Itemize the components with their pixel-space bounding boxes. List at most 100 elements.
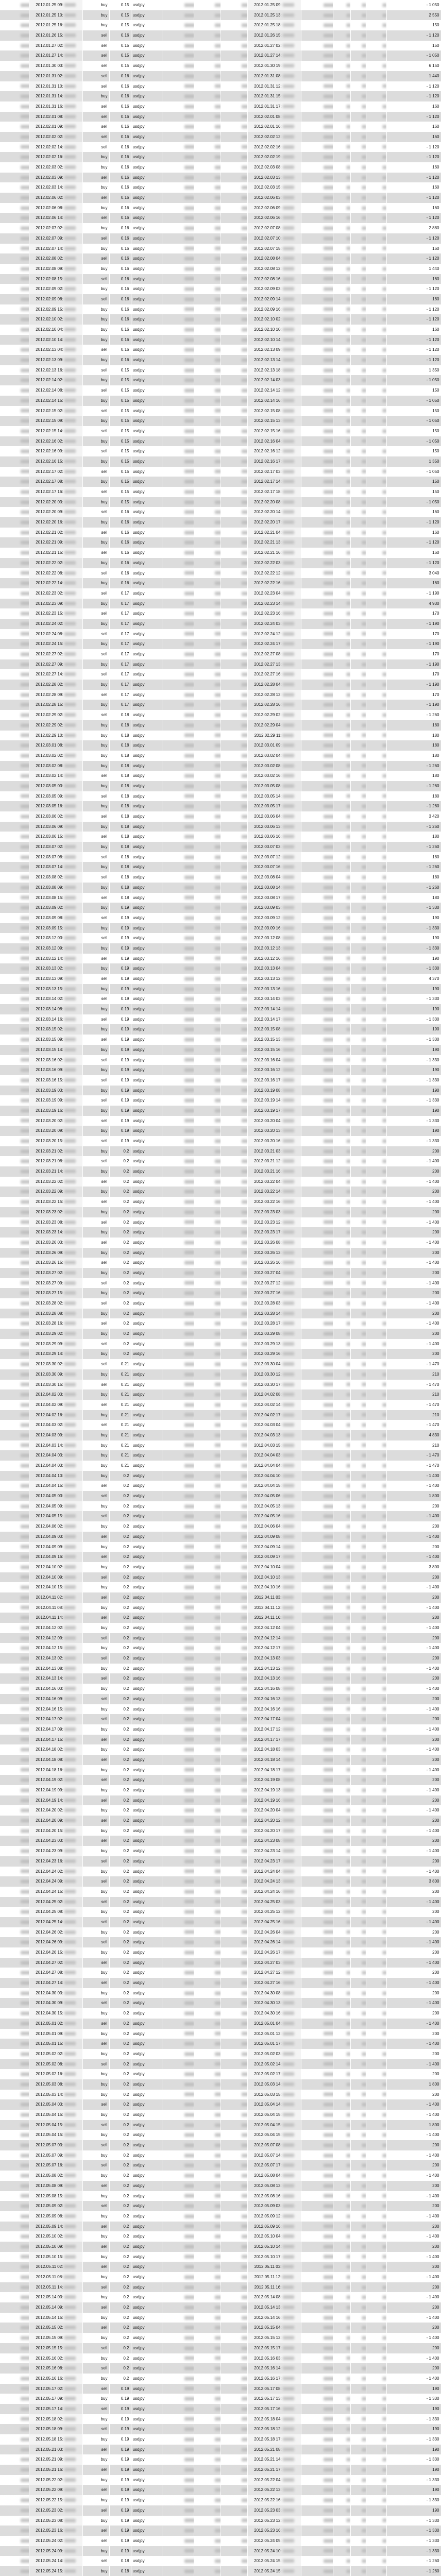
table-row[interactable]: 2012.04.05 15: sell 0.2 usdjpy 2012.04.05 16… xyxy=(0,1511,441,1521)
table-row[interactable]: 2012.02.23 15: sell 0.17 usdjpy 2012.02.23 1… xyxy=(0,608,441,619)
table-row[interactable]: 2012.02.27 14: sell 0.17 usdjpy 2012.02.27 1… xyxy=(0,669,441,680)
table-row[interactable]: 2012.04.17 15: sell 0.2 usdjpy 2012.04.17 17… xyxy=(0,1735,441,1745)
table-row[interactable]: 2012.04.20 02: buy 0.2 usdjpy 2012.04.20 04:… xyxy=(0,1805,441,1816)
table-row[interactable]: 2012.03.29 09: sell 0.2 usdjpy 2012.03.29 13… xyxy=(0,1339,441,1349)
table-row[interactable]: 2012.04.10 09: sell 0.2 usdjpy 2012.04.10 13… xyxy=(0,1572,441,1583)
table-row[interactable]: 2012.03.08 02: sell 0.18 usdjpy 2012.03.08 0… xyxy=(0,872,441,883)
table-row[interactable]: 2012.02.22 02: buy 0.16 usdjpy 2012.02.22 03… xyxy=(0,558,441,568)
table-row[interactable]: 2012.02.09 08: sell 0.16 usdjpy 2012.02.09 1… xyxy=(0,294,441,304)
table-row[interactable]: 2012.03.02 02: buy 0.18 usdjpy 2012.03.02 04… xyxy=(0,751,441,761)
table-row[interactable]: 2012.03.12 14: sell 0.19 usdjpy 2012.03.12 1… xyxy=(0,954,441,964)
table-row[interactable]: 2012.03.16 02: sell 0.19 usdjpy 2012.03.16 0… xyxy=(0,1055,441,1065)
table-row[interactable]: 2012.02.07 14: buy 0.16 usdjpy 2012.02.07 15… xyxy=(0,244,441,254)
table-row[interactable]: 2012.03.06 15: sell 0.18 usdjpy 2012.03.06 1… xyxy=(0,832,441,842)
table-row[interactable]: 2012.02.14 15: buy 0.15 usdjpy 2012.02.14 16… xyxy=(0,396,441,406)
table-row[interactable]: 2012.04.06 02: buy 0.2 usdjpy 2012.04.06 04:… xyxy=(0,1521,441,1532)
table-row[interactable]: 2012.04.04 15: sell 0.2 usdjpy 2012.04.04 15… xyxy=(0,1481,441,1491)
table-row[interactable]: 2012.03.16 09: buy 0.19 usdjpy 2012.03.16 12… xyxy=(0,1065,441,1075)
table-row[interactable]: 2012.01.31 10: sell 0.16 usdjpy 2012.01.31 1… xyxy=(0,81,441,92)
table-row[interactable]: 2012.04.09 03: sell 0.2 usdjpy 2012.04.09 08… xyxy=(0,1532,441,1542)
table-row[interactable]: 2012.02.14 02: buy 0.15 usdjpy 2012.02.14 03… xyxy=(0,375,441,385)
table-row[interactable]: 2012.04.23 09: buy 0.2 usdjpy 2012.04.23 14:… xyxy=(0,1846,441,1856)
table-row[interactable]: 2012.02.15 02: sell 0.15 usdjpy 2012.02.15 0… xyxy=(0,406,441,416)
table-row[interactable]: 2012.02.21 15: sell 0.16 usdjpy 2012.02.21 1… xyxy=(0,548,441,558)
table-row[interactable]: 2012.02.01 09: sell 0.16 usdjpy 2012.02.01 1… xyxy=(0,122,441,132)
table-row[interactable]: 2012.03.19 09: sell 0.19 usdjpy 2012.03.19 1… xyxy=(0,1095,441,1106)
table-row[interactable]: 2012.04.04 10: buy 0.2 usdjpy 2012.04.04 10:… xyxy=(0,1471,441,1481)
table-row[interactable]: 2012.02.24 02: buy 0.17 usdjpy 2012.02.24 03… xyxy=(0,619,441,629)
table-row[interactable]: 2012.02.22 14: buy 0.16 usdjpy 2012.02.22 16… xyxy=(0,578,441,588)
table-row[interactable]: 2012.03.13 09: sell 0.19 usdjpy 2012.03.13 1… xyxy=(0,974,441,984)
table-row[interactable]: 2012.03.15 09: sell 0.19 usdjpy 2012.03.15 1… xyxy=(0,1035,441,1045)
table-row[interactable]: 2012.03.14 08: buy 0.19 usdjpy 2012.03.14 14… xyxy=(0,1004,441,1014)
table-row[interactable]: 2012.04.10 02: buy 0.2 usdjpy 2012.04.10 04:… xyxy=(0,1562,441,1572)
table-row[interactable]: 2012.03.28 02: sell 0.2 usdjpy 2012.03.28 03… xyxy=(0,1298,441,1309)
table-row[interactable]: 2012.03.22 02: sell 0.2 usdjpy 2012.03.22 04… xyxy=(0,1177,441,1187)
table-row[interactable]: 2012.02.08 09: buy 0.16 usdjpy 2012.02.08 12… xyxy=(0,264,441,274)
table-row[interactable]: 2012.03.16 15: sell 0.19 usdjpy 2012.03.16 1… xyxy=(0,1075,441,1086)
table-row[interactable]: 2012.03.22 09: buy 0.2 usdjpy 2012.03.22 14:… xyxy=(0,1187,441,1197)
table-row[interactable]: 2012.02.13 16: sell 0.15 usdjpy 2012.02.13 1… xyxy=(0,365,441,376)
table-row[interactable]: 2012.02.28 02: buy 0.17 usdjpy 2012.02.28 04… xyxy=(0,680,441,690)
table-row[interactable]: 2012.04.11 02: sell 0.2 usdjpy 2012.04.11 03… xyxy=(0,1592,441,1603)
table-row[interactable]: 2012.02.03 09: sell 0.16 usdjpy 2012.02.03 1… xyxy=(0,173,441,183)
table-row[interactable]: 2012.04.18 02: buy 0.2 usdjpy 2012.04.18 03:… xyxy=(0,1744,441,1755)
table-row[interactable]: 2012.04.13 02: sell 0.2 usdjpy 2012.04.13 03… xyxy=(0,1653,441,1664)
table-row[interactable]: 2012.03.28 16: sell 0.2 usdjpy 2012.03.28 17… xyxy=(0,1318,441,1329)
table-row[interactable]: 2012.04.20 09: sell 0.2 usdjpy 2012.04.20 12… xyxy=(0,1816,441,1826)
table-row[interactable]: 2012.03.02 08: buy 0.18 usdjpy 2012.03.02 08… xyxy=(0,761,441,771)
table-row[interactable]: 2012.03.20 15: sell 0.19 usdjpy 2012.03.20 1… xyxy=(0,1136,441,1146)
table-row[interactable]: 2012.04.16 15: buy 0.2 usdjpy 2012.04.16 16:… xyxy=(0,1704,441,1715)
table-row[interactable]: 2012.02.27 02: sell 0.17 usdjpy 2012.02.27 0… xyxy=(0,649,441,659)
table-row[interactable]: 2012.04.03 14: buy 0.21 usdjpy 2012.04.03 15… xyxy=(0,1440,441,1451)
table-row[interactable]: 2012.04.12 09: sell 0.2 usdjpy 2012.04.12 14… xyxy=(0,1633,441,1643)
table-row[interactable]: 2012.03.23 02: buy 0.2 usdjpy 2012.03.23 03:… xyxy=(0,1207,441,1217)
table-row[interactable]: 2012.03.26 03: sell 0.2 usdjpy 2012.03.26 08… xyxy=(0,1238,441,1248)
table-row[interactable]: 2012.03.21 02: buy 0.2 usdjpy 2012.03.21 03:… xyxy=(0,1146,441,1157)
table-row[interactable]: 2012.01.27 14: sell 0.15 usdjpy 2012.01.27 1… xyxy=(0,50,441,61)
table-row[interactable]: 2012.03.22 15: sell 0.2 usdjpy 2012.03.22 16… xyxy=(0,1197,441,1207)
table-row[interactable]: 2012.02.02 14: sell 0.16 usdjpy 2012.02.02 1… xyxy=(0,142,441,152)
table-row[interactable]: 2012.03.09 15: buy 0.19 usdjpy 2012.03.09 16… xyxy=(0,923,441,934)
table-row[interactable]: 2012.02.17 08: buy 0.15 usdjpy 2012.02.17 14… xyxy=(0,477,441,487)
table-row[interactable]: 2012.02.10 04: buy 0.16 usdjpy 2012.02.10 10… xyxy=(0,325,441,335)
table-row[interactable]: 2012.02.16 02: buy 0.15 usdjpy 2012.02.16 04… xyxy=(0,436,441,447)
table-row[interactable]: 2012.04.02 16: buy 0.21 usdjpy 2012.04.02 17… xyxy=(0,1410,441,1420)
table-row[interactable]: 2012.02.20 16: buy 0.16 usdjpy 2012.02.20 17… xyxy=(0,517,441,528)
table-row[interactable]: 2012.04.03 02: sell 0.21 usdjpy 2012.04.03 0… xyxy=(0,1420,441,1430)
table-row[interactable]: 2012.02.08 02: sell 0.16 usdjpy 2012.02.08 0… xyxy=(0,253,441,264)
table-row[interactable]: 2012.03.07 08: sell 0.18 usdjpy 2012.03.07 1… xyxy=(0,852,441,862)
table-row[interactable]: 2012.04.11 08: buy 0.2 usdjpy 2012.04.11 12:… xyxy=(0,1603,441,1613)
table-row[interactable]: 2012.04.16 09: sell 0.2 usdjpy 2012.04.16 13… xyxy=(0,1694,441,1704)
table-row[interactable]: 2012.04.17 09: buy 0.2 usdjpy 2012.04.17 12:… xyxy=(0,1724,441,1735)
table-row[interactable]: 2012.04.19 09: buy 0.2 usdjpy 2012.04.19 13:… xyxy=(0,1785,441,1795)
table-row[interactable]: 2012.04.12 02: buy 0.2 usdjpy 2012.04.12 04:… xyxy=(0,1623,441,1633)
table-row[interactable]: 2012.01.31 16: sell 0.16 usdjpy 2012.01.31 1… xyxy=(0,101,441,112)
table-row[interactable]: 2012.03.27 02: buy 0.2 usdjpy 2012.03.27 04:… xyxy=(0,1268,441,1278)
table-row[interactable]: 2012.01.27 02: sell 0.15 usdjpy 2012.01.27 0… xyxy=(0,41,441,51)
table-row[interactable]: 2012.04.04 03: buy 0.21 usdjpy 2012.04.04 03… xyxy=(0,1450,441,1461)
table-row[interactable]: 2012.03.08 09: buy 0.18 usdjpy 2012.03.08 14… xyxy=(0,883,441,893)
table-row[interactable]: 2012.03.23 08: sell 0.2 usdjpy 2012.03.23 12… xyxy=(0,1217,441,1228)
table-row[interactable]: 2012.04.12 15: buy 0.2 usdjpy 2012.04.12 17:… xyxy=(0,1643,441,1653)
table-row[interactable]: 2012.04.19 14: sell 0.2 usdjpy 2012.04.19 16… xyxy=(0,1795,441,1806)
table-row[interactable]: 2012.02.02 02: sell 0.16 usdjpy 2012.02.02 1… xyxy=(0,132,441,142)
table-row[interactable]: 2012.02.23 09: buy 0.17 usdjpy 2012.02.23 14… xyxy=(0,599,441,609)
table-row[interactable]: 2012.03.09 02: buy 0.19 usdjpy 2012.03.09 03… xyxy=(0,903,441,913)
table-row[interactable]: 2012.01.25 16: buy 0.15 usdjpy 2012.01.25 18… xyxy=(0,20,441,30)
table-row[interactable]: 2012.03.29 14: buy 0.2 usdjpy 2012.03.29 16:… xyxy=(0,1349,441,1359)
table-row[interactable]: 2012.02.17 02: sell 0.15 usdjpy 2012.02.17 0… xyxy=(0,467,441,477)
table-row[interactable]: 2012.03.14 16: sell 0.19 usdjpy 2012.03.14 1… xyxy=(0,1014,441,1025)
table-row[interactable]: 2012.02.27 09: buy 0.17 usdjpy 2012.02.27 13… xyxy=(0,659,441,670)
table-row[interactable]: 2012.04.13 08: buy 0.2 usdjpy 2012.04.13 12:… xyxy=(0,1664,441,1674)
table-row[interactable]: 2012.03.26 15: sell 0.2 usdjpy 2012.03.26 16… xyxy=(0,1258,441,1268)
table-row[interactable]: 2012.03.13 15: buy 0.19 usdjpy 2012.03.13 16… xyxy=(0,984,441,994)
table-row[interactable]: 2012.02.17 16: sell 0.15 usdjpy 2012.02.17 1… xyxy=(0,487,441,497)
table-row[interactable]: 2012.02.22 08: sell 0.16 usdjpy 2012.02.22 1… xyxy=(0,568,441,579)
table-row[interactable]: 2012.03.12 03: sell 0.19 usdjpy 2012.03.12 0… xyxy=(0,933,441,943)
table-row[interactable]: 2012.02.29 02: buy 0.18 usdjpy 2012.02.29 04… xyxy=(0,720,441,731)
table-row[interactable]: 2012.02.10 02: buy 0.16 usdjpy 2012.02.10 02… xyxy=(0,314,441,325)
table-row[interactable]: 2012.02.21 02: sell 0.16 usdjpy 2012.02.21 0… xyxy=(0,528,441,538)
table-row[interactable]: 2012.02.29 10: buy 0.18 usdjpy 2012.02.29 11… xyxy=(0,731,441,741)
table-row[interactable]: 2012.03.23 14: buy 0.2 usdjpy 2012.03.23 17:… xyxy=(0,1227,441,1238)
